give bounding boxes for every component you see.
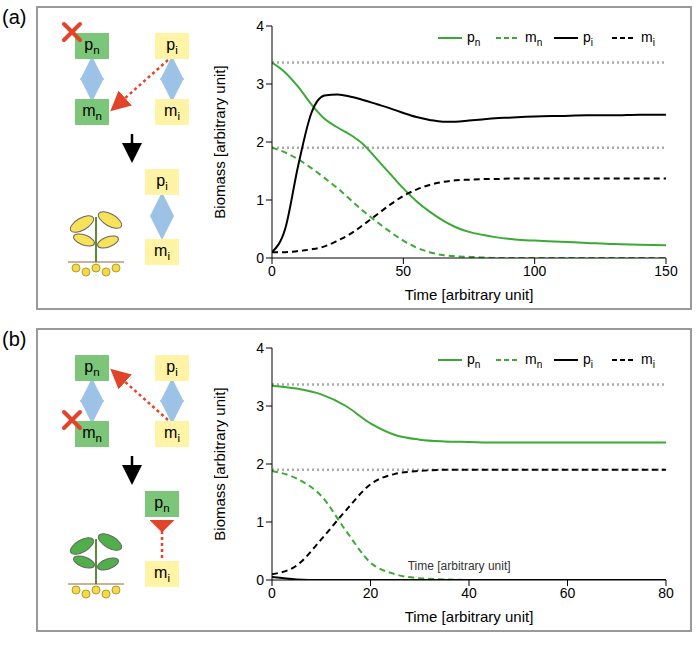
svg-text:60: 60	[560, 585, 576, 601]
svg-text:mi: mi	[164, 424, 180, 444]
svg-text:pn: pn	[84, 358, 99, 378]
svg-text:1: 1	[256, 514, 264, 530]
svg-text:mi: mi	[154, 564, 170, 584]
svg-text:3: 3	[256, 398, 264, 414]
svg-text:mn: mn	[525, 351, 542, 370]
svg-text:4: 4	[256, 340, 264, 356]
svg-text:pn: pn	[467, 351, 480, 370]
svg-text:mi: mi	[164, 102, 180, 122]
svg-text:20: 20	[363, 585, 379, 601]
svg-text:pn: pn	[84, 36, 99, 56]
svg-text:mn: mn	[82, 102, 102, 122]
svg-text:150: 150	[654, 263, 678, 279]
svg-text:Biomass [arbitrary unit]: Biomass [arbitrary unit]	[211, 387, 228, 540]
svg-text:40: 40	[461, 585, 477, 601]
svg-text:Time [arbitrary unit]: Time [arbitrary unit]	[408, 559, 511, 573]
svg-text:2: 2	[256, 134, 264, 150]
svg-text:mi: mi	[641, 351, 655, 370]
html-text:(b): (b)	[2, 328, 27, 350]
svg-text:100: 100	[523, 263, 547, 279]
svg-text:0: 0	[256, 572, 264, 588]
svg-text:50: 50	[396, 263, 412, 279]
svg-text:0: 0	[268, 263, 276, 279]
svg-text:pi: pi	[583, 351, 593, 370]
svg-text:3: 3	[256, 76, 264, 92]
svg-text:Time [arbitrary unit]: Time [arbitrary unit]	[405, 608, 534, 625]
svg-text:pi: pi	[166, 358, 177, 378]
html-text:(a): (a)	[2, 6, 27, 28]
svg-text:4: 4	[256, 18, 264, 34]
svg-text:mi: mi	[154, 242, 170, 262]
svg-text:mi: mi	[641, 29, 655, 48]
svg-text:80: 80	[658, 585, 674, 601]
svg-text:pi: pi	[166, 36, 177, 56]
svg-text:pi: pi	[156, 172, 167, 192]
svg-text:0: 0	[268, 585, 276, 601]
svg-text:pn: pn	[467, 29, 480, 48]
svg-text:Time [arbitrary unit]: Time [arbitrary unit]	[405, 286, 534, 303]
svg-text:pi: pi	[583, 29, 593, 48]
svg-text:2: 2	[256, 456, 264, 472]
svg-text:mn: mn	[82, 424, 102, 444]
svg-text:Biomass [arbitrary unit]: Biomass [arbitrary unit]	[211, 65, 228, 218]
svg-text:mn: mn	[525, 29, 542, 48]
svg-text:pn: pn	[154, 494, 169, 514]
svg-text:0: 0	[256, 250, 264, 266]
svg-text:1: 1	[256, 192, 264, 208]
